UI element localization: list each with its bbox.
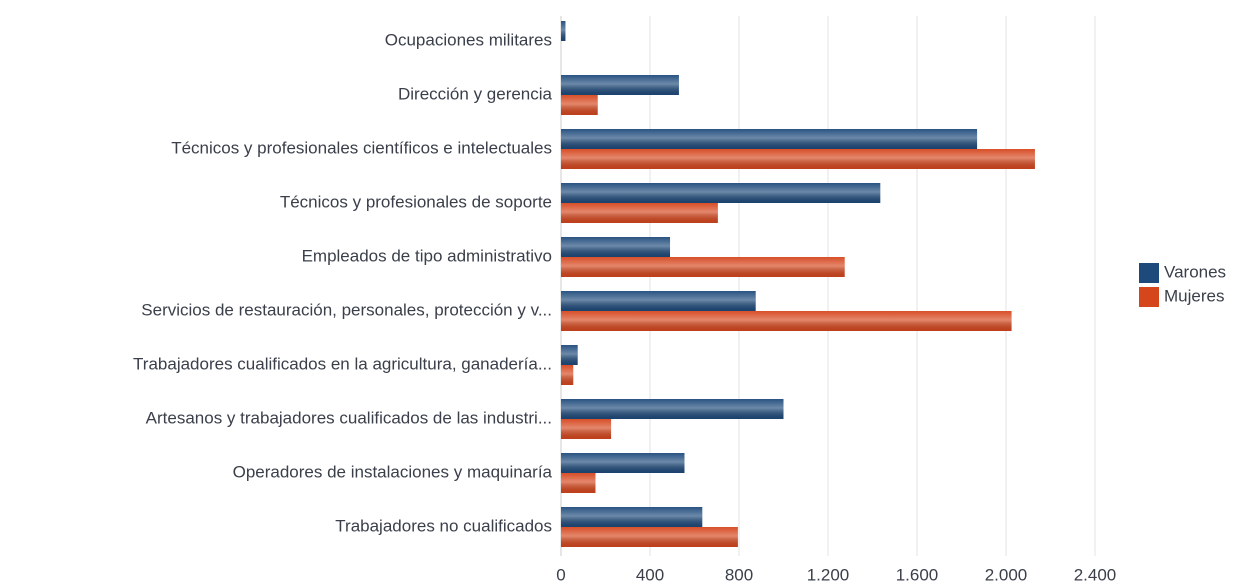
bar-shine (561, 75, 679, 95)
bar-shine (561, 507, 703, 527)
x-tick-label: 400 (636, 565, 664, 584)
bar-shine (561, 257, 845, 277)
bar-shine (561, 365, 574, 385)
bar-shine (561, 291, 756, 311)
bar-shine (561, 129, 978, 149)
bar-shine (561, 21, 566, 41)
y-tick-label: Servicios de restauración, personales, p… (141, 300, 552, 319)
y-tick-label: Ocupaciones militares (385, 30, 552, 49)
bar-shine (561, 473, 596, 493)
legend-label: Varones (1164, 262, 1226, 281)
y-tick-label: Dirección y gerencia (398, 84, 553, 103)
bar-shine (561, 399, 784, 419)
bar-shine (561, 183, 881, 203)
legend-label: Mujeres (1164, 286, 1224, 305)
y-tick-label: Trabajadores cualificados en la agricult… (133, 354, 552, 373)
bar-shine (561, 419, 612, 439)
bar-shine (561, 311, 1012, 331)
bar-shine (561, 149, 1035, 169)
x-tick-label: 0 (556, 565, 565, 584)
x-tick-label: 2.400 (1074, 565, 1117, 584)
bar-shine (561, 237, 671, 257)
x-tick-label: 1.200 (807, 565, 850, 584)
y-tick-label: Técnicos y profesionales de soporte (280, 192, 552, 211)
y-tick-label: Artesanos y trabajadores cualificados de… (146, 408, 552, 427)
bar-shine (561, 345, 578, 365)
x-tick-label: 2.000 (985, 565, 1028, 584)
bar-shine (561, 95, 598, 115)
bar-shine (561, 453, 685, 473)
y-tick-label: Empleados de tipo administrativo (302, 246, 552, 265)
y-tick-label: Trabajadores no cualificados (335, 516, 552, 535)
legend-swatch (1139, 287, 1159, 307)
bar-shine (561, 203, 718, 223)
x-tick-label: 800 (725, 565, 753, 584)
y-tick-label: Técnicos y profesionales científicos e i… (171, 138, 552, 157)
x-tick-label: 1.600 (896, 565, 939, 584)
y-tick-label: Operadores de instalaciones y maquinaría (233, 462, 553, 481)
legend-swatch (1139, 263, 1159, 283)
bar-shine (561, 527, 738, 547)
